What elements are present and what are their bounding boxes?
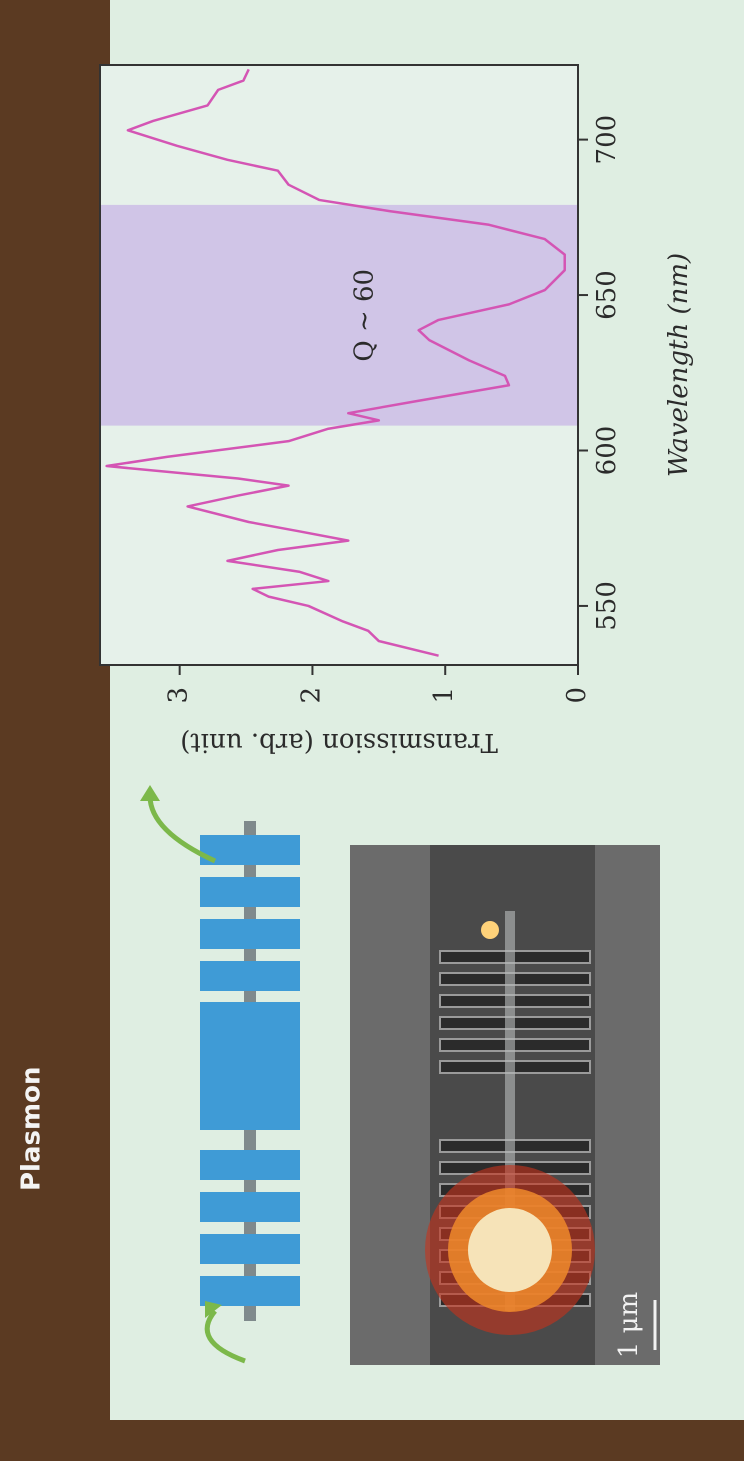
pad — [200, 961, 300, 991]
y-tick-label: 3 — [164, 687, 194, 704]
pad — [200, 919, 300, 949]
pad — [200, 1234, 300, 1264]
x-tick-label: 550 — [592, 581, 622, 631]
slide: Plasmon — [17, 0, 744, 1420]
x-tick-label: 700 — [592, 115, 622, 165]
pad — [200, 1276, 300, 1306]
pad — [200, 877, 300, 907]
sem-image: 1 μm — [350, 845, 660, 1365]
glow-core — [468, 1208, 552, 1292]
page: Plasmon — [0, 0, 744, 1461]
photo: Plasmon — [0, 0, 744, 1461]
pad — [200, 1192, 300, 1222]
slide-title: Plasmon — [17, 1067, 47, 1191]
y-axis-label: Transmission (arb. unit) — [180, 727, 498, 757]
output-spot — [481, 921, 499, 939]
x-tick-label: 650 — [592, 270, 622, 320]
pad — [200, 1150, 300, 1180]
y-tick-label: 2 — [296, 687, 326, 704]
x-tick-label: 600 — [592, 426, 622, 476]
scale-bar-label: 1 μm — [614, 1292, 644, 1358]
y-tick-label: 1 — [429, 687, 459, 704]
annotation: Q ~ 60 — [350, 269, 380, 362]
pad — [200, 1002, 300, 1130]
shaded-region — [100, 205, 578, 426]
y-tick-label: 0 — [562, 687, 592, 704]
x-axis-label: Wavelength (nm) — [664, 253, 694, 477]
